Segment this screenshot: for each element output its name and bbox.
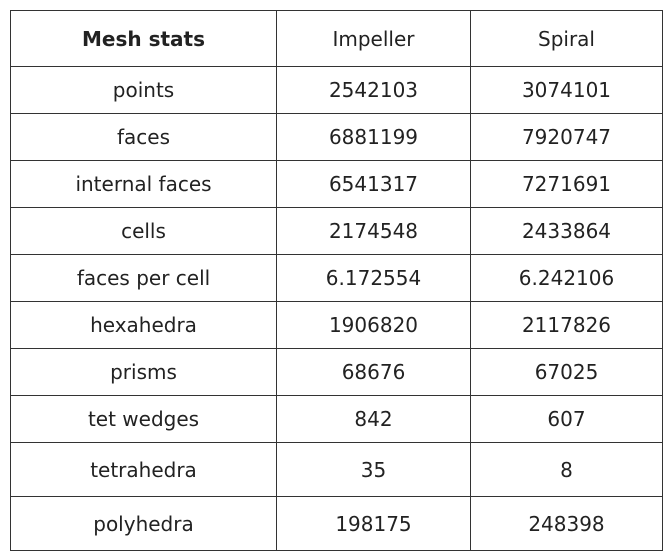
table-row: cells 2174548 2433864: [10, 207, 663, 255]
cell: 2542103: [276, 66, 471, 114]
row-label: faces: [10, 113, 277, 161]
cell: 842: [276, 395, 471, 443]
table-row: polyhedra 198175 248398: [10, 496, 663, 551]
cell: 2174548: [276, 207, 471, 255]
cell: 6881199: [276, 113, 471, 161]
row-label: faces per cell: [10, 254, 277, 302]
row-label: prisms: [10, 348, 277, 396]
row-label: internal faces: [10, 160, 277, 208]
table-row: faces 6881199 7920747: [10, 113, 663, 161]
cell: 35: [276, 442, 471, 497]
mesh-stats-table: Mesh stats Impeller Spiral points 2542103 30…: [10, 10, 663, 551]
cell: 68676: [276, 348, 471, 396]
table-row: points 2542103 3074101: [10, 66, 663, 114]
cell: 8: [470, 442, 663, 497]
cell: 607: [470, 395, 663, 443]
cell: 7920747: [470, 113, 663, 161]
cell: 6.172554: [276, 254, 471, 302]
cell: 2433864: [470, 207, 663, 255]
cell: 6.242106: [470, 254, 663, 302]
cell: 7271691: [470, 160, 663, 208]
cell: 3074101: [470, 66, 663, 114]
cell: 248398: [470, 496, 663, 551]
header-cell: Impeller: [276, 10, 471, 67]
cell: 2117826: [470, 301, 663, 349]
row-label: polyhedra: [10, 496, 277, 551]
cell: 198175: [276, 496, 471, 551]
row-label: tetrahedra: [10, 442, 277, 497]
table-row: tetrahedra 35 8: [10, 442, 663, 497]
table-row: prisms 68676 67025: [10, 348, 663, 396]
cell: 6541317: [276, 160, 471, 208]
cell: 1906820: [276, 301, 471, 349]
row-label: points: [10, 66, 277, 114]
header-row: Mesh stats Impeller Spiral: [10, 10, 663, 67]
table-row: internal faces 6541317 7271691: [10, 160, 663, 208]
row-label: cells: [10, 207, 277, 255]
header-cell: Mesh stats: [10, 10, 277, 67]
header-cell: Spiral: [470, 10, 663, 67]
cell: 67025: [470, 348, 663, 396]
table-row: hexahedra 1906820 2117826: [10, 301, 663, 349]
row-label: hexahedra: [10, 301, 277, 349]
table-body: points 2542103 3074101 faces 6881199 7920747 i…: [10, 66, 663, 551]
table-row: faces per cell 6.172554 6.242106: [10, 254, 663, 302]
table-row: tet wedges 842 607: [10, 395, 663, 443]
row-label: tet wedges: [10, 395, 277, 443]
